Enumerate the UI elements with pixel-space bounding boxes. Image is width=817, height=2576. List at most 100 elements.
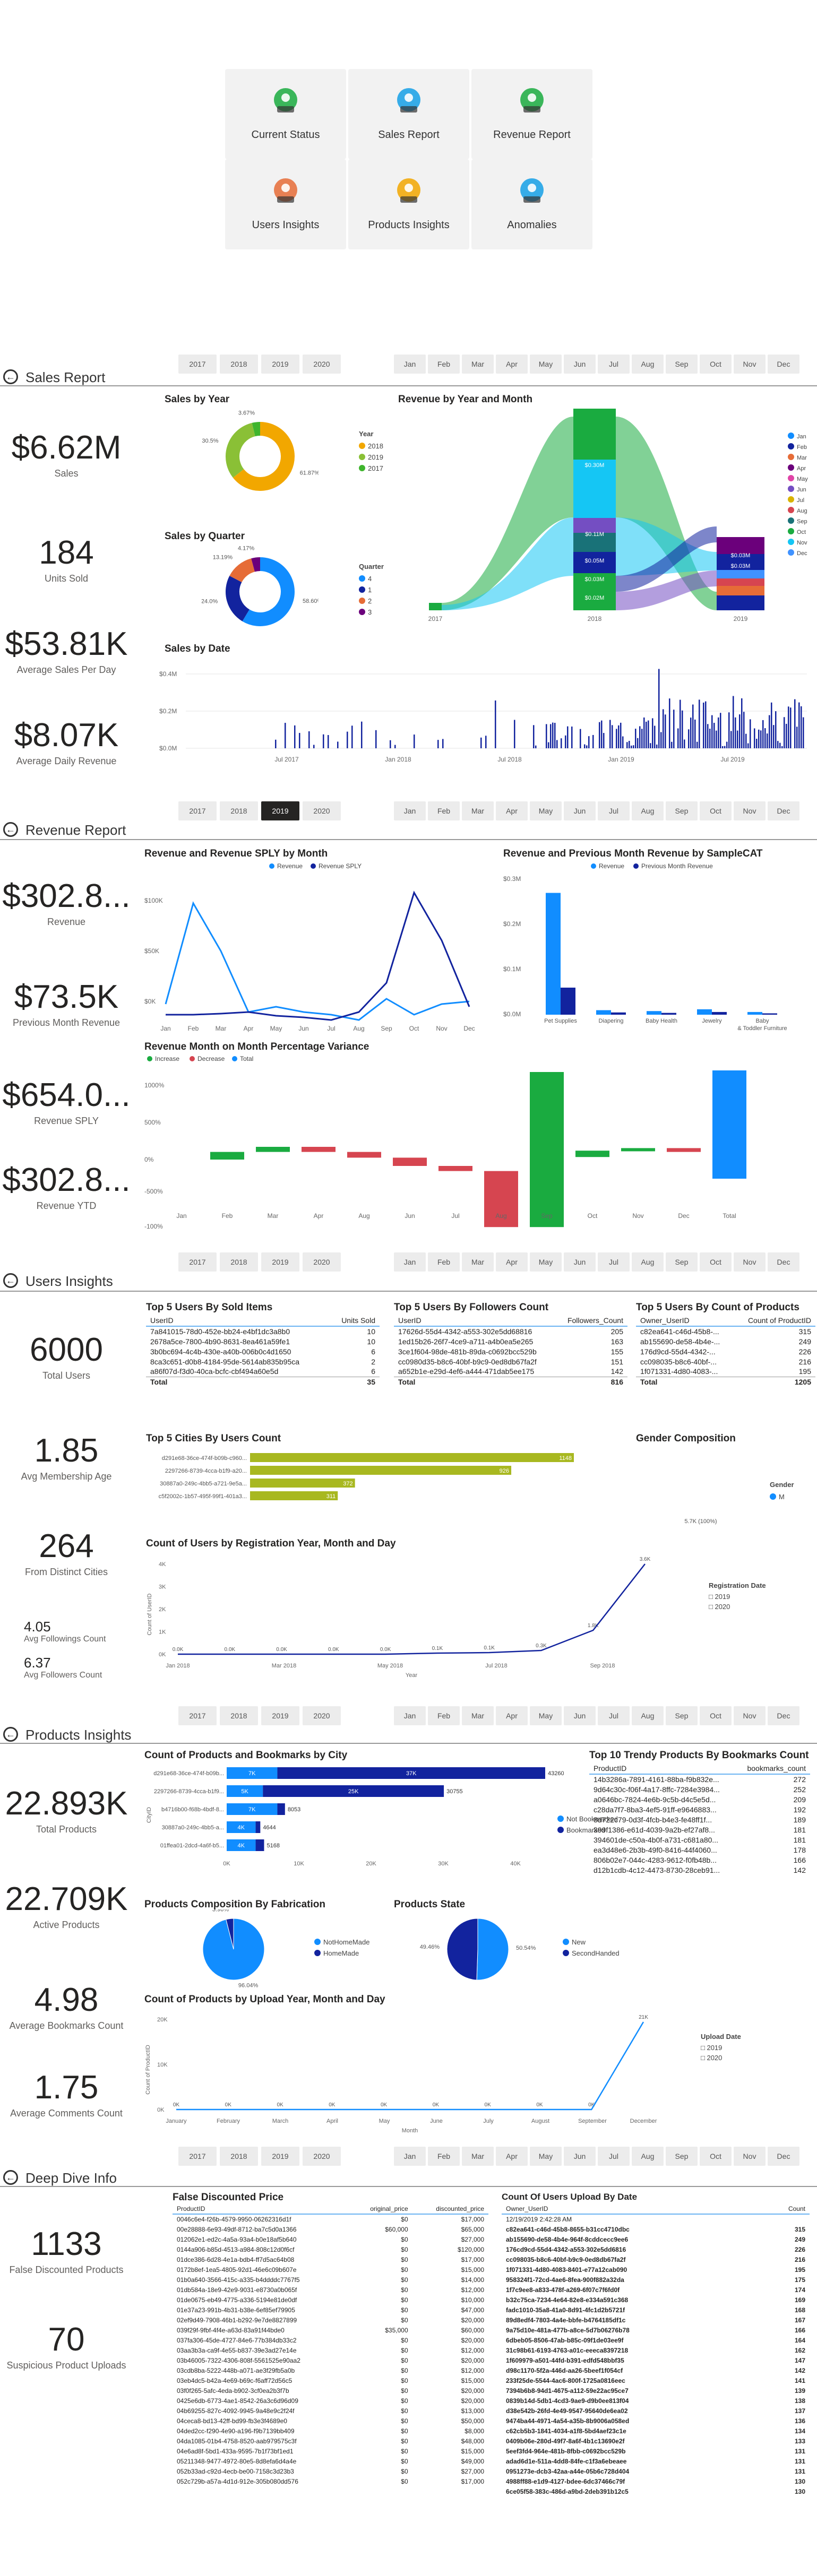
table-row[interactable]: 03aa3b3a-ca9f-4e55-b837-39e3ad27e14e $0 $1…	[173, 2345, 488, 2355]
waterfall-bar[interactable]	[393, 1157, 427, 1166]
table-row[interactable]: d98c1170-5f2a-446d-aa26-5beef1f054cf 142	[502, 2365, 810, 2375]
slicer-option-2019[interactable]: □ 2019	[701, 2044, 741, 2052]
sales-date-bar[interactable]	[584, 744, 586, 748]
sales-date-bar[interactable]	[790, 707, 792, 748]
revenue-bar[interactable]	[647, 1011, 661, 1015]
sales-date-bar[interactable]	[480, 737, 482, 748]
table-row[interactable]: 3ce1f604-98de-481b-89da-c0692bcc529b 155	[394, 1346, 627, 1356]
table-row[interactable]: 04b69255-827c-4092-9945-9a48e9c2f24f $0 $1…	[173, 2406, 488, 2416]
donut-slice-3[interactable]	[251, 557, 261, 572]
nav-tile-revenue-report[interactable]: Revenue Report	[471, 69, 592, 159]
sales-date-bar[interactable]	[485, 736, 487, 748]
sales-date-bar[interactable]	[741, 698, 743, 748]
ribbon-column-segment[interactable]	[573, 552, 616, 573]
sales-date-bar[interactable]	[716, 730, 717, 748]
table-row[interactable]: b32c75ca-7234-4e64-82e8-e334a591c368 169	[502, 2295, 810, 2305]
year-slicer-2017[interactable]: 2017	[178, 2147, 217, 2166]
back-arrow-icon[interactable]: ←	[3, 1273, 18, 1288]
sales-date-bar[interactable]	[767, 733, 768, 748]
registration-date-slicer[interactable]: Registration Date □ 2019 □ 2020	[709, 1581, 766, 1613]
sales-date-bar[interactable]	[351, 725, 353, 748]
month-slicer-may[interactable]: May	[530, 801, 562, 820]
sales-date-bar[interactable]	[323, 734, 324, 748]
column-header[interactable]: Owner_UserID	[502, 2204, 760, 2215]
month-slicer-aug[interactable]: Aug	[632, 1706, 664, 1725]
donut-slice-2019[interactable]	[226, 422, 256, 478]
sales-date-bar[interactable]	[565, 735, 566, 748]
month-slicer-may[interactable]: May	[530, 355, 562, 374]
sales-date-bar[interactable]	[654, 725, 656, 748]
sales-date-bar[interactable]	[733, 696, 734, 748]
month-slicer-nov[interactable]: Nov	[734, 355, 766, 374]
year-slicer-2019[interactable]: 2019	[261, 2147, 299, 2166]
month-slicer-may[interactable]: May	[530, 1252, 562, 1272]
sales-date-bar[interactable]	[728, 712, 730, 748]
waterfall-bar[interactable]	[667, 1148, 701, 1152]
waterfall-bar[interactable]	[575, 1151, 609, 1157]
revenue-bar[interactable]	[546, 893, 561, 1015]
table-row[interactable]: 1f071331-4d80-4083-... 195	[636, 1367, 815, 1377]
waterfall-bar[interactable]	[712, 1070, 746, 1179]
table-row[interactable]: 02ef9d49-7908-46b1-b292-9e7de8827899 $0 $2…	[173, 2315, 488, 2325]
bookmarked-bar[interactable]	[263, 1785, 444, 1797]
waterfall-bar[interactable]	[256, 1147, 290, 1152]
variance-waterfall-chart[interactable]: Increase Decrease Total 1000% 500% 0% -500% -10…	[144, 1053, 816, 1234]
upload-line-chart[interactable]: 20K 10K 0K Count of ProductID Month January Fe…	[144, 2006, 686, 2133]
column-header[interactable]: original_price	[350, 2204, 412, 2215]
table-row[interactable]: 04ceca8-bd13-42ff-bd99-fb3e3f4689e0 $0 $50…	[173, 2416, 488, 2426]
ribbon-column-segment[interactable]	[429, 603, 442, 610]
slicer-option-2019[interactable]: □ 2019	[709, 1593, 766, 1601]
year-slicer-2019[interactable]: 2019	[261, 1252, 299, 1272]
bookmarked-bar[interactable]	[255, 1821, 261, 1833]
sales-date-bar[interactable]	[567, 726, 569, 748]
ribbon-column-segment[interactable]	[717, 570, 764, 578]
month-slicer-jun[interactable]: Jun	[564, 1706, 596, 1725]
month-slicer-feb[interactable]: Feb	[428, 355, 460, 374]
sales-date-bar[interactable]	[758, 729, 760, 748]
sales-date-bar[interactable]	[771, 702, 772, 748]
ribbon-column-segment[interactable]	[717, 595, 764, 610]
sales-date-bar[interactable]	[720, 713, 721, 748]
sales-date-bar[interactable]	[781, 746, 783, 748]
ribbon-band[interactable]	[442, 417, 573, 610]
month-slicer-jun[interactable]: Jun	[564, 2147, 596, 2166]
table-row[interactable]: 00e28888-6e93-49df-8712-ba7c5d0a1366 $60,…	[173, 2224, 488, 2234]
slicer-option-2020[interactable]: □ 2020	[701, 2054, 741, 2062]
not-bookmarked-bar[interactable]	[227, 1821, 256, 1833]
table-row[interactable]: 01b0a640-3566-415c-a335-b4ddddc7767f5 $0 $…	[173, 2275, 488, 2285]
bookmarked-bar[interactable]	[277, 1767, 545, 1779]
month-slicer-apr[interactable]: Apr	[496, 1252, 528, 1272]
sales-date-bar[interactable]	[722, 746, 724, 748]
sales-by-year-donut[interactable]: 61.87% 30.5% 3.67%	[202, 409, 319, 504]
ribbon-column-segment[interactable]	[717, 578, 764, 586]
column-header[interactable]: Units Sold	[330, 1315, 380, 1327]
table-row[interactable]: 01de0675-eb49-4775-a336-5194e81de0df $0 $1…	[173, 2295, 488, 2305]
top-cities-bar-chart[interactable]: d291e68-36ce-474f-b09b-c960... 1148 229726…	[146, 1449, 603, 1507]
table-row[interactable]: 012062e1-ed2c-4a5a-93a4-b0e18af5b640 $0 $2…	[173, 2234, 488, 2244]
month-slicer-dec[interactable]: Dec	[768, 801, 799, 820]
month-slicer-sep[interactable]: Sep	[666, 1706, 698, 1725]
table-row[interactable]: 04e6ad8f-5bd1-433a-9595-7b1f73bf1ed1 $0 $1…	[173, 2446, 488, 2456]
date-group-row[interactable]: 12/19/2019 2:42:28 AM	[502, 2214, 810, 2224]
month-slicer-nov[interactable]: Nov	[734, 2147, 766, 2166]
year-slicer-2018[interactable]: 2018	[220, 355, 258, 374]
sales-date-bar[interactable]	[633, 745, 634, 748]
month-slicer-oct[interactable]: Oct	[700, 2147, 732, 2166]
year-slicer-2017[interactable]: 2017	[178, 355, 217, 374]
table-row[interactable]: 233f25de-5544-4ac6-800f-1725a0816eec 141	[502, 2375, 810, 2385]
sales-date-bar[interactable]	[514, 720, 515, 748]
table-row[interactable]: 0172b8ef-1ea5-4805-92d1-46e6c09b607e $0 $1…	[173, 2264, 488, 2275]
table-row[interactable]: a652b1e-e29d-4ef6-a444-471dab5ee175 142	[394, 1367, 627, 1377]
donut-slice-2[interactable]	[229, 558, 255, 583]
month-slicer-feb[interactable]: Feb	[428, 801, 460, 820]
sales-date-bar[interactable]	[671, 741, 673, 748]
sales-date-bar[interactable]	[495, 700, 496, 748]
month-slicer-aug[interactable]: Aug	[632, 355, 664, 374]
month-slicer-jul[interactable]: Jul	[598, 1706, 630, 1725]
sales-date-bar[interactable]	[442, 739, 444, 748]
sales-date-bar[interactable]	[620, 722, 622, 748]
sales-date-bar[interactable]	[680, 699, 681, 748]
nav-tile-sales-report[interactable]: Sales Report	[348, 69, 469, 159]
year-slicer-2017[interactable]: 2017	[178, 1706, 217, 1725]
table-row[interactable]: 1f071331-4d80-4083-8401-e77a12cab090 195	[502, 2264, 810, 2275]
